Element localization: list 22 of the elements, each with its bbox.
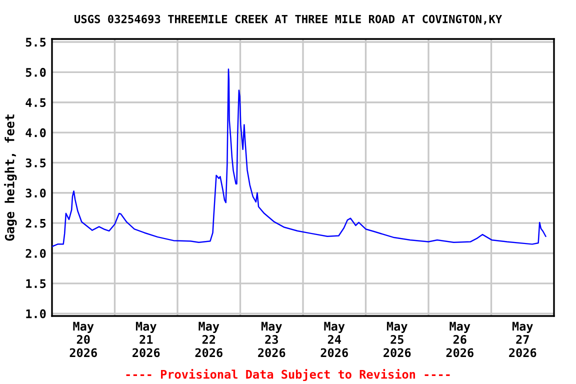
y-tick-label: 5.0 <box>26 68 46 77</box>
x-tick-label: May 20 2026 <box>70 322 97 358</box>
y-axis-title: Gage height, feet <box>4 114 17 241</box>
y-tick-label: 1.5 <box>26 279 46 288</box>
y-tick-label: 3.0 <box>26 188 46 198</box>
x-tick-label: May 25 2026 <box>384 322 411 358</box>
x-tick-label: May 23 2026 <box>258 322 286 358</box>
x-tick-label: May 22 2026 <box>195 322 222 358</box>
y-tick-label: 1.0 <box>26 309 46 318</box>
line-series <box>52 68 546 248</box>
y-tick-label: 3.5 <box>26 158 46 168</box>
y-tick-label: 2.5 <box>26 218 46 228</box>
y-tick-label: 4.0 <box>26 128 46 138</box>
x-tick-label: May 24 2026 <box>320 322 348 358</box>
x-tick-label: May 26 2026 <box>446 322 474 358</box>
text: ---- Provisional Data Subject to Revision ---- <box>126 368 450 382</box>
y-tick-label: 5.5 <box>26 38 46 47</box>
y-tick-label: 2.0 <box>26 248 46 258</box>
y-tick-label: 4.5 <box>26 98 46 108</box>
x-tick-label: May 27 2026 <box>509 322 536 358</box>
x-tick-label: May 21 2026 <box>132 322 160 358</box>
chart-title: USGS 03254693 THREEMILE CREEK AT THREE MILE ROAD AT COVINGTON,KY <box>74 14 502 25</box>
